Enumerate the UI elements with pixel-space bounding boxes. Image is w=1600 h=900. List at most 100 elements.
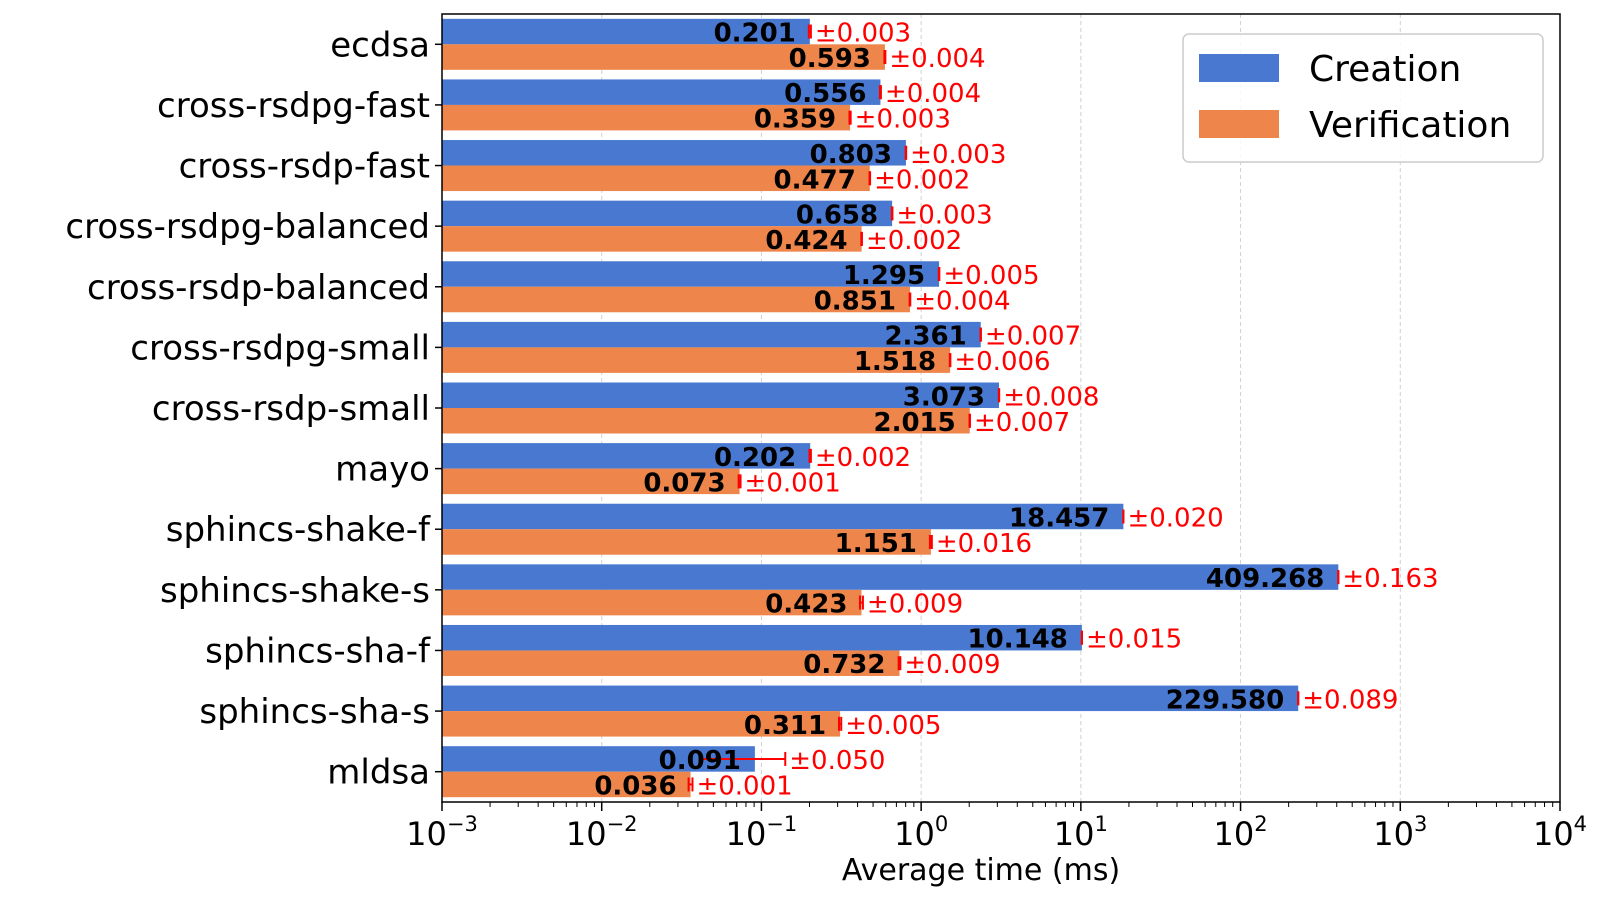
category-label: mldsa xyxy=(327,753,430,793)
category-label: sphincs-sha-s xyxy=(199,692,430,732)
bar-verification xyxy=(442,650,900,676)
bar-creation xyxy=(442,18,810,45)
x-tick-exponent: −2 xyxy=(607,812,638,836)
bar-verification xyxy=(442,347,951,373)
category-label: sphincs-sha-f xyxy=(205,631,431,671)
x-tick-labels: 10−3 10−2 10−1 100 101 102 103 104 xyxy=(406,812,1587,853)
x-tick-exponent: −3 xyxy=(447,812,478,836)
x-tick-label: 10−1 xyxy=(726,812,798,853)
bar-verification xyxy=(442,408,970,434)
x-axis-title: Average time (ms) xyxy=(842,853,1120,888)
error-value-label: ±0.163 xyxy=(1342,564,1438,594)
error-value-label: ±0.008 xyxy=(1003,382,1099,412)
error-value-label: ±0.001 xyxy=(745,468,841,498)
bar-value-label: 0.658 xyxy=(796,200,878,230)
bar-value-label: 0.311 xyxy=(744,711,826,741)
x-tick-label: 10−3 xyxy=(406,812,478,853)
bar-verification xyxy=(442,165,870,192)
error-value-label: ±0.007 xyxy=(974,408,1070,438)
error-value-label: ±0.020 xyxy=(1127,503,1223,533)
category-label: cross-rsdp-balanced xyxy=(87,268,430,308)
x-ticks xyxy=(441,802,1561,811)
x-tick-base: 10 xyxy=(1214,815,1255,853)
error-bars xyxy=(687,24,1340,792)
error-value-label: ±0.003 xyxy=(896,200,992,230)
bar-value-label: 1.151 xyxy=(835,529,917,559)
x-tick-base: 10 xyxy=(406,815,447,853)
x-tick-base: 10 xyxy=(894,815,935,853)
error-value-label: ±0.003 xyxy=(855,105,951,135)
bar-value-label: 0.036 xyxy=(594,771,676,801)
bar-value-label: 0.073 xyxy=(643,468,725,498)
bar-creation xyxy=(442,200,893,227)
bar-creation xyxy=(442,564,1339,590)
bar-verification xyxy=(442,226,862,252)
category-label: cross-rsdp-small xyxy=(152,389,430,429)
category-label: sphincs-shake-f xyxy=(166,510,431,550)
bar-creation xyxy=(442,382,1000,408)
legend-label: Verification xyxy=(1309,105,1511,146)
bar-value-label: 0.201 xyxy=(714,19,796,49)
x-tick-label: 101 xyxy=(1054,812,1108,853)
x-tick-label: 10−2 xyxy=(566,812,638,853)
bar-verification xyxy=(442,711,841,737)
bar-value-label: 0.556 xyxy=(784,79,866,109)
x-tick-exponent: −1 xyxy=(766,812,797,836)
bar-value-label: 3.073 xyxy=(903,382,985,412)
error-value-label: ±0.016 xyxy=(936,529,1032,559)
bar-value-label: 1.518 xyxy=(854,347,936,377)
x-tick-label: 103 xyxy=(1373,812,1427,853)
category-label: mayo xyxy=(335,450,430,490)
bar-value-label: 0.424 xyxy=(765,226,847,256)
error-value-label: ±0.089 xyxy=(1302,685,1398,715)
category-label: sphincs-shake-s xyxy=(160,571,430,611)
error-value-label: ±0.005 xyxy=(943,261,1039,291)
error-value-label: ±0.015 xyxy=(1086,625,1182,655)
bar-creation xyxy=(442,443,811,469)
bar-value-label: 0.091 xyxy=(659,746,741,776)
bar-creation xyxy=(442,321,981,348)
bar-creation xyxy=(442,79,881,105)
x-tick-exponent: 4 xyxy=(1574,812,1587,836)
x-tick-base: 10 xyxy=(566,815,607,853)
category-label: cross-rsdpg-fast xyxy=(157,86,430,126)
x-tick-exponent: 2 xyxy=(1254,812,1267,836)
x-tick-base: 10 xyxy=(1533,815,1574,853)
error-value-label: ±0.002 xyxy=(866,226,962,256)
bar-verification xyxy=(442,468,740,495)
error-value-label: ±0.003 xyxy=(910,140,1006,170)
error-value-label: ±0.003 xyxy=(815,19,911,49)
bar-verification xyxy=(442,286,910,313)
bar-value-label: 2.015 xyxy=(873,408,955,438)
x-tick-exponent: 0 xyxy=(935,812,948,836)
error-value-label: ±0.050 xyxy=(789,746,885,776)
bar-value-label: 2.361 xyxy=(884,322,966,352)
x-tick-base: 10 xyxy=(1373,815,1414,853)
category-label: cross-rsdpg-small xyxy=(130,328,430,368)
error-value-label: ±0.004 xyxy=(914,287,1010,317)
bar-verification xyxy=(442,529,931,555)
x-tick-base: 10 xyxy=(1054,815,1095,853)
bar-value-label: 18.457 xyxy=(1009,503,1109,533)
bar-value-label: 0.359 xyxy=(754,105,836,135)
error-value-label: ±0.009 xyxy=(904,650,1000,680)
bars xyxy=(442,18,1339,798)
bar-value-label: 0.423 xyxy=(765,590,847,620)
error-value-label: ±0.005 xyxy=(845,711,941,741)
x-tick-exponent: 3 xyxy=(1414,812,1427,836)
x-tick-exponent: 1 xyxy=(1095,812,1108,836)
bar-creation xyxy=(442,261,940,287)
bar-creation xyxy=(442,140,906,166)
x-tick-label: 100 xyxy=(894,812,948,853)
bar-value-label: 0.851 xyxy=(814,287,896,317)
bar-value-label: 409.268 xyxy=(1206,564,1324,594)
category-label: cross-rsdpg-balanced xyxy=(65,207,430,247)
plot-frame xyxy=(441,13,1561,803)
x-tick-label: 102 xyxy=(1214,812,1268,853)
legend: Creation Verification xyxy=(1182,33,1544,163)
error-value-label: ±0.001 xyxy=(696,771,792,801)
bar-value-label: 0.732 xyxy=(803,650,885,680)
